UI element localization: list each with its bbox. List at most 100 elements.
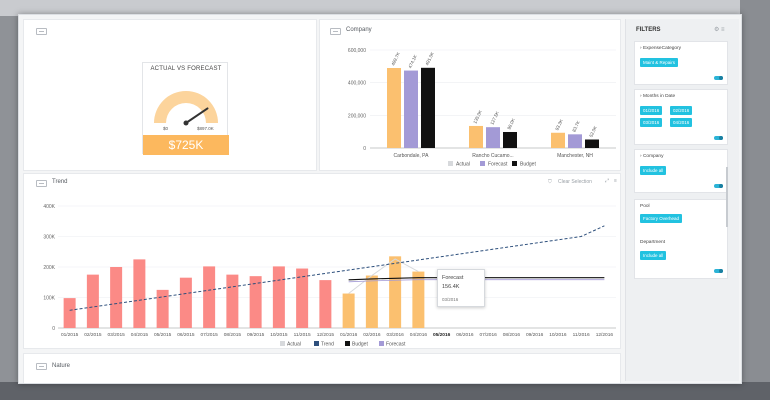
panel-widget-icon[interactable] — [330, 28, 341, 35]
x-tick-label: Rancho Cucamo... — [472, 153, 513, 159]
bar-actual — [551, 132, 565, 148]
trend-bar-actual — [296, 268, 309, 328]
panel-widget-icon[interactable] — [36, 180, 47, 187]
filter-icon[interactable]: ⛉ — [548, 179, 552, 185]
gauge-value: $725K — [143, 135, 229, 155]
legend-label: Actual — [287, 342, 301, 348]
x-tick-label: 05/2016 — [433, 332, 451, 338]
filter-toggle[interactable] — [714, 76, 723, 80]
x-tick-label: 02/2016 — [363, 332, 381, 338]
gauge-title: ACTUAL VS FORECAST — [150, 66, 222, 72]
data-label: 489.7K — [390, 51, 401, 66]
filter-card-label[interactable]: › ExpenseCategory — [640, 46, 682, 51]
legend-swatch — [480, 161, 485, 166]
y-tick-label: 300K — [43, 235, 55, 241]
tooltip-series: Forecast — [442, 275, 464, 281]
x-tick-label: 11/2016 — [573, 332, 590, 338]
y-tick-label: 600,000 — [348, 48, 366, 54]
bar-forecast — [568, 134, 582, 148]
x-tick-label: 01/2016 — [340, 332, 358, 338]
x-tick-label: 02/2015 — [84, 332, 102, 338]
filter-card-pool: Pool Factory Overhead Department Include… — [634, 199, 728, 279]
menu-icon[interactable]: ≡ — [614, 178, 617, 184]
gauge-min-label: $0 — [163, 126, 169, 131]
background-desktop-right — [740, 0, 770, 400]
legend-swatch — [345, 341, 350, 346]
filters-scrollbar[interactable] — [726, 167, 728, 227]
trend-bar-actual — [203, 266, 216, 328]
filter-card-label[interactable]: › Months in Date — [640, 94, 676, 99]
legend-swatch — [379, 341, 384, 346]
panel-widget-icon[interactable] — [36, 363, 47, 370]
trend-line — [69, 225, 605, 311]
y-tick-label: 200,000 — [348, 113, 366, 119]
filter-toggle[interactable] — [714, 184, 723, 188]
data-label: 93.3K — [554, 118, 564, 131]
bar-budget — [585, 139, 599, 148]
x-tick-label: 10/2015 — [270, 332, 288, 338]
expand-icon[interactable]: ⤢ — [605, 178, 610, 184]
trend-bar-actual — [179, 277, 192, 328]
gauge-panel: ACTUAL VS FORECAST $0 $897.0K $725K — [23, 19, 317, 171]
filter-toggle[interactable] — [714, 136, 723, 140]
x-tick-label: 12/2015 — [317, 332, 335, 338]
filter-chip[interactable]: 03/2016 — [640, 118, 663, 127]
filter-chip[interactable]: 02/2016 — [670, 106, 693, 115]
gauge-dial — [154, 91, 218, 126]
filter-card-label[interactable]: Pool — [640, 204, 650, 209]
trend-bar-actual — [342, 293, 355, 328]
filter-chip[interactable]: Include all — [640, 166, 667, 175]
chart-tooltip: Forecast 156.4K 03/2016 — [437, 269, 485, 307]
gauge-needle — [185, 107, 209, 124]
filter-card-label[interactable]: › Company — [640, 154, 664, 159]
background-desktop-top — [0, 0, 770, 16]
filter-card-label[interactable]: Department — [640, 240, 666, 245]
legend-label: Budget — [352, 342, 368, 348]
filter-chip[interactable]: Include all — [640, 251, 667, 260]
tooltip-date: 03/2016 — [442, 297, 459, 302]
bar-budget — [503, 131, 517, 148]
gauge-track — [154, 91, 218, 123]
filters-sidebar: FILTERS ⚙ ≡ › ExpenseCategory Maint & Re… — [625, 19, 739, 381]
dashboard-window: ACTUAL VS FORECAST $0 $897.0K $725K Comp… — [18, 14, 742, 384]
trend-bar-actual — [156, 289, 169, 328]
clear-selection-link[interactable]: Clear Selection — [558, 179, 592, 185]
filter-card-expense-category: › ExpenseCategory Maint & Repairs — [634, 41, 728, 85]
x-tick-label: 01/2015 — [61, 332, 79, 338]
legend-label: Trend — [321, 342, 334, 348]
panel-widget-icon[interactable] — [36, 28, 47, 35]
bar-actual — [387, 68, 401, 148]
background-desktop-bottom — [0, 382, 770, 400]
filters-settings-icon[interactable]: ⚙ ≡ — [714, 27, 725, 33]
filter-chip[interactable]: 01/2016 — [640, 106, 663, 115]
x-tick-label: 05/2015 — [154, 332, 172, 338]
company-bar-chart[interactable]: 0 200,000 400,000 600,000 489.7K 474.1K 491.0K… — [320, 30, 620, 170]
legend-swatch — [314, 341, 319, 346]
data-label: 127.5K — [489, 111, 500, 126]
data-label: 491.0K — [424, 51, 435, 66]
x-tick-label: 04/2016 — [410, 332, 428, 338]
trend-panel: Trend ⛉ Clear Selection ⤢ ≡ 0 100K 200K 300… — [23, 173, 621, 349]
trend-bar-actual — [86, 274, 99, 328]
filter-chip[interactable]: 04/2016 — [670, 118, 693, 127]
x-tick-label: 03/2016 — [386, 332, 404, 338]
trend-bar-actual — [226, 274, 239, 328]
legend-swatch — [512, 161, 517, 166]
trend-chart[interactable]: 0 100K 200K 300K 400K 01/2015 02/2015 03/2015 04… — [24, 180, 622, 350]
filter-chip[interactable]: Maint & Repairs — [640, 58, 679, 67]
nature-panel-title: Nature — [52, 363, 71, 369]
filter-chip[interactable]: Factory Overhead — [640, 214, 683, 223]
forecast-line — [348, 258, 419, 294]
filter-toggle[interactable] — [714, 269, 723, 273]
y-tick-label: 400,000 — [348, 81, 366, 87]
legend-label: Forecast — [386, 342, 406, 348]
tooltip-value: 156.4K — [442, 284, 460, 290]
x-tick-label: 06/2015 — [177, 332, 195, 338]
gauge-max-label: $897.0K — [197, 126, 214, 131]
bar-forecast — [486, 127, 500, 148]
x-tick-label: 10/2016 — [549, 332, 567, 338]
data-label: 83.7K — [571, 120, 581, 133]
y-tick-label: 0 — [52, 326, 55, 332]
filter-card-company: › Company Include all — [634, 149, 728, 193]
x-tick-label: 09/2016 — [526, 332, 544, 338]
